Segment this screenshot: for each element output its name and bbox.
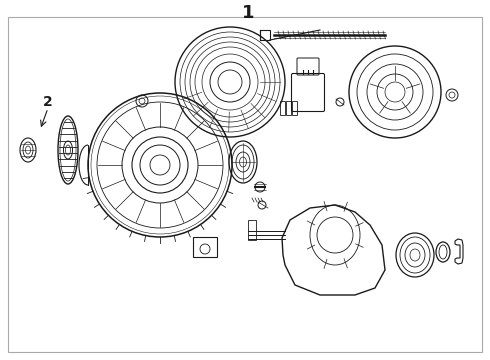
Bar xyxy=(280,101,285,115)
Text: 1: 1 xyxy=(242,4,254,22)
Bar xyxy=(260,30,270,40)
Text: 2: 2 xyxy=(43,95,53,109)
Bar xyxy=(248,220,256,240)
Bar xyxy=(286,101,291,115)
Bar xyxy=(292,101,297,115)
